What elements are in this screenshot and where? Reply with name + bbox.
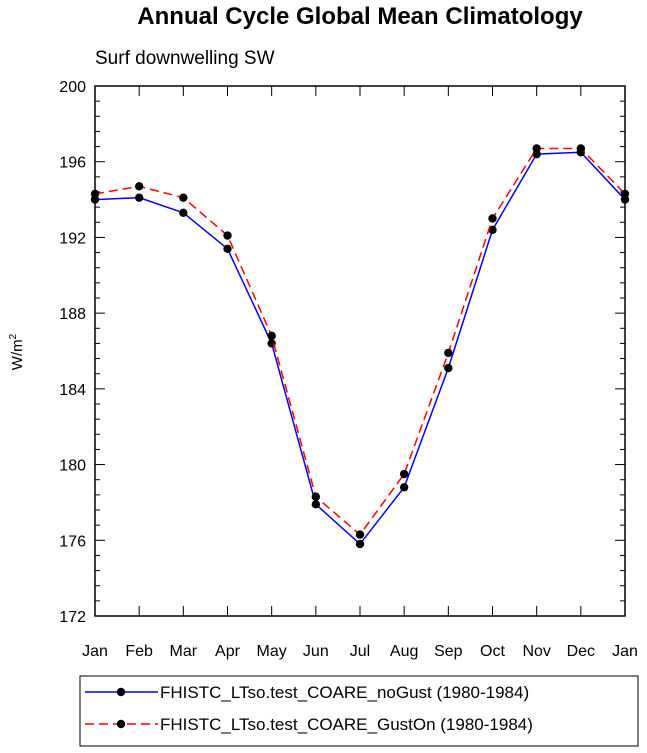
y-axis-label-superscript: 2 [8, 333, 19, 339]
legend-marker-2 [116, 719, 126, 729]
y-tick-label: 200 [59, 79, 86, 96]
x-tick-label: Jan [82, 643, 108, 660]
series-2-point [576, 144, 586, 153]
legend-label-2: FHISTC_LTso.test_COARE_GustOn (1980-1984… [160, 715, 533, 734]
x-tick-label: Sep [434, 643, 463, 660]
x-tick-label: Jun [303, 643, 329, 660]
series-2-point [488, 214, 497, 223]
y-tick-label: 180 [59, 458, 86, 475]
legend-marker-1 [116, 687, 126, 697]
y-tick-label: 192 [59, 230, 86, 247]
legend-label-1: FHISTC_LTso.test_COARE_noGust (1980-1984… [160, 683, 529, 702]
x-tick-label: Mar [170, 643, 198, 660]
series-2-point [267, 331, 276, 341]
series-2-point [223, 231, 232, 240]
x-tick-label: Oct [480, 643, 505, 660]
series-line-1 [94, 151, 626, 546]
legend: FHISTC_LTso.test_COARE_noGust (1980-1984… [79, 675, 639, 747]
plot-frame [94, 85, 626, 617]
series-2-point [444, 348, 453, 358]
series-line-2 [94, 147, 626, 536]
series-2-point [399, 469, 409, 479]
series-2-point [532, 144, 541, 153]
series-2-point [134, 182, 144, 191]
x-tick-label: Apr [215, 643, 241, 660]
series-1-point [223, 244, 232, 253]
series-2-point [311, 492, 321, 501]
series-1-point [488, 225, 497, 235]
series-1-point [179, 208, 188, 218]
series-1-point [355, 539, 365, 549]
x-tick-label: Aug [390, 643, 418, 660]
series-1-point [311, 500, 321, 509]
series-2-point [355, 530, 365, 539]
series-2-point [179, 193, 188, 202]
y-axis-label: W/m2 [8, 333, 26, 370]
y-tick-label: 184 [59, 382, 86, 399]
series-1-point [399, 483, 409, 492]
chart-subtitle: Surf downwelling SW [95, 48, 275, 69]
y-tick-label: 176 [59, 533, 86, 550]
x-tick-label: Feb [125, 643, 153, 660]
legend-box [79, 675, 639, 747]
x-tick-label: Jul [350, 643, 370, 660]
series-1-point [134, 193, 144, 202]
x-tick-label: Nov [522, 643, 550, 660]
y-axis-label-text: W/m [9, 339, 26, 370]
chart-title: Annual Cycle Global Mean Climatology [137, 3, 583, 30]
svg-text:W/m2: W/m2 [8, 333, 26, 370]
x-tick-label: Jan [612, 643, 638, 660]
y-tick-label: 196 [59, 155, 86, 172]
x-tick-label: May [257, 643, 287, 660]
y-tick-label: 172 [59, 609, 86, 626]
x-tick-label: Dec [567, 643, 595, 660]
series-1-point [444, 363, 453, 373]
y-tick-label: 188 [59, 306, 86, 323]
